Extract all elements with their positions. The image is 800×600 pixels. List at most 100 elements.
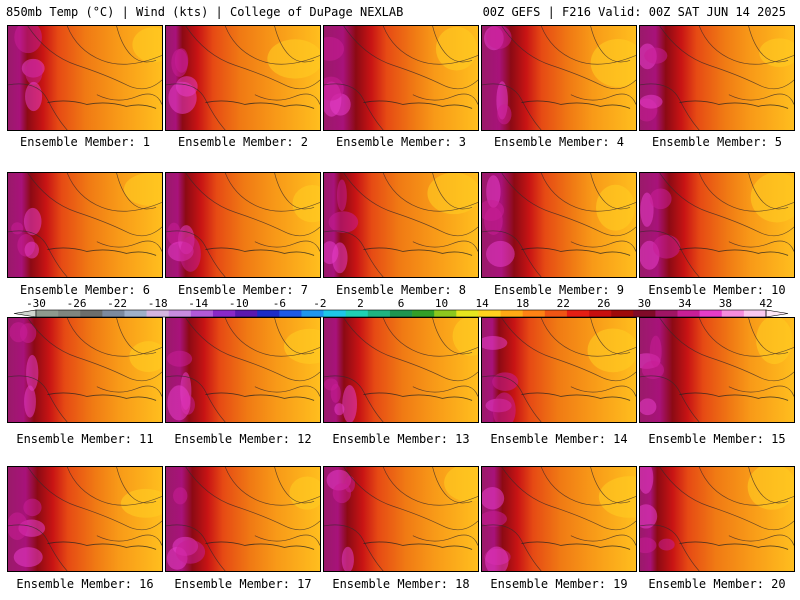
colorbar-swatch: [677, 310, 700, 317]
ensemble-map-panel: [481, 25, 637, 131]
ensemble-map-panel: [639, 466, 795, 572]
ensemble-member-label: Ensemble Member: 12: [174, 432, 312, 446]
cool-region: [598, 476, 636, 518]
boundary-line: [116, 173, 157, 210]
hot-spot: [24, 385, 36, 418]
temperature-map: [324, 173, 478, 277]
hot-spot: [324, 241, 339, 265]
cool-region: [444, 467, 478, 502]
hot-spot: [492, 392, 516, 422]
cool-region: [759, 38, 794, 67]
ensemble-member-label: Ensemble Member: 6: [19, 283, 151, 297]
boundary-line: [324, 83, 384, 130]
boundary-line: [640, 83, 700, 130]
coastline: [521, 247, 631, 256]
hot-spot: [13, 547, 43, 567]
boundary-line: [274, 467, 315, 504]
boundary-line: [274, 173, 315, 210]
hot-spot: [486, 26, 512, 49]
colorbar-outline: [35, 309, 767, 318]
temperature-map: [640, 318, 794, 422]
boundary-line: [482, 375, 542, 422]
boundary-line: [8, 524, 68, 571]
temperature-colorbar: -30 -26 -22 -18 -14 -10 -6 -2 2 6 10 14 18 22 26 30 34 38…: [0, 298, 800, 320]
hot-spot: [173, 487, 188, 505]
colorbar-swatch: [235, 310, 258, 317]
hot-spot: [26, 354, 39, 391]
hot-spot: [641, 360, 665, 380]
temperature-map: [8, 318, 162, 422]
boundary-line: [96, 534, 162, 546]
cool-region: [756, 318, 793, 365]
boundary-line: [640, 524, 700, 571]
colorbar-swatch: [257, 310, 280, 317]
boundary-line: [185, 173, 320, 237]
boundary-line: [659, 173, 794, 237]
colorbar-swatch: [301, 310, 324, 317]
colorbar-swatch: [633, 310, 656, 317]
hot-spot: [484, 207, 503, 235]
hot-spot: [485, 546, 509, 571]
colorbar-swatch: [589, 310, 612, 317]
colorbar-high-arrow: [765, 309, 789, 318]
hot-spot: [640, 94, 663, 109]
boundary-line: [570, 385, 636, 397]
hot-spot: [166, 350, 193, 367]
colorbar-tick-label: 34: [678, 298, 692, 310]
hot-spot: [23, 207, 42, 236]
boundary-line: [96, 93, 162, 105]
hot-spot: [649, 335, 662, 368]
ensemble-member-label: Ensemble Member: 18: [332, 577, 470, 591]
colorbar-tick-label: -22: [107, 298, 127, 310]
colorbar-swatch: [456, 310, 479, 317]
boundary-line: [748, 467, 789, 504]
coastline: [363, 392, 473, 401]
colorbar-tick-label: -30: [26, 298, 46, 310]
coastline: [205, 247, 315, 256]
colorbar-swatch: [478, 310, 501, 317]
hot-spot: [332, 483, 352, 504]
boundary-line: [343, 26, 478, 90]
boundary-line: [590, 318, 631, 355]
colorbar-swatch: [389, 310, 413, 317]
hot-spot: [497, 104, 512, 125]
hot-spot: [341, 546, 354, 571]
ensemble-member-label: Ensemble Member: 14: [490, 432, 628, 446]
boundary-line: [343, 173, 478, 237]
boundary-line: [343, 318, 478, 382]
coastline: [521, 100, 631, 109]
ensemble-member-label: Ensemble Member: 4: [493, 135, 625, 149]
boundary-line: [185, 26, 320, 90]
hot-spot: [492, 372, 519, 391]
boundary-line: [27, 318, 162, 382]
ensemble-member-label: Ensemble Member: 16: [16, 577, 154, 591]
ensemble-member-label: Ensemble Member: 3: [335, 135, 467, 149]
boundary-line: [274, 318, 315, 355]
coastline: [679, 392, 789, 401]
temperature-map: [640, 173, 794, 277]
boundary-line: [96, 240, 162, 252]
hot-spot: [8, 512, 28, 541]
colorbar-tick-label: 14: [475, 298, 489, 310]
hot-spot: [24, 241, 40, 259]
colorbar-swatch: [367, 310, 391, 317]
hot-spot: [644, 47, 668, 64]
ensemble-member-label: Ensemble Member: 17: [174, 577, 312, 591]
colorbar-tick-label: -2: [313, 298, 326, 310]
temperature-map: [324, 467, 478, 571]
boundary-line: [640, 375, 700, 422]
colorbar-tick-label: 42: [759, 298, 772, 310]
hot-spot: [640, 504, 658, 529]
boundary-line: [116, 318, 157, 355]
temperature-map: [166, 318, 320, 422]
colorbar-swatch: [345, 310, 369, 317]
coastline: [205, 100, 315, 109]
ensemble-map-panel: [639, 25, 795, 131]
temperature-map: [482, 26, 636, 130]
hot-spot: [175, 539, 206, 564]
colorbar-swatch: [522, 310, 546, 317]
coastline: [205, 392, 315, 401]
colorbar-tick-label: 26: [597, 298, 610, 310]
boundary-line: [728, 240, 794, 252]
colorbar-swatch: [721, 310, 745, 317]
